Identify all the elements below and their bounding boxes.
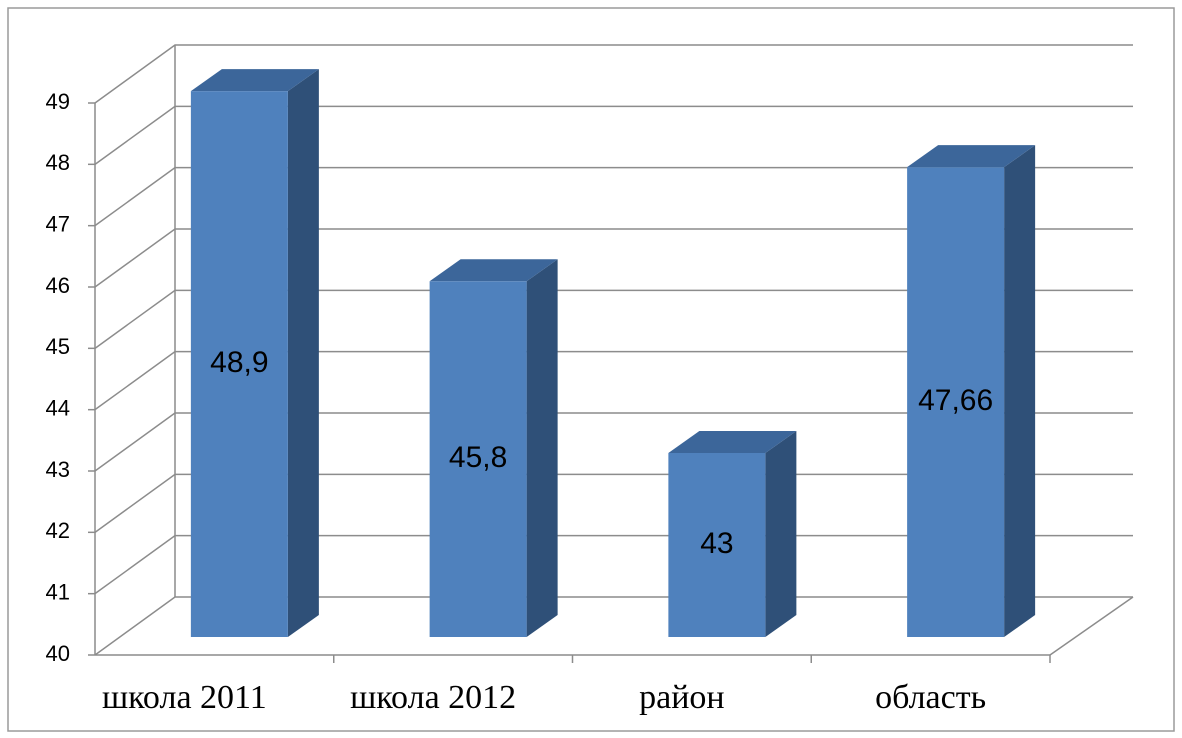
x-tick-label: район bbox=[639, 679, 724, 716]
bar-front bbox=[907, 167, 1005, 638]
y-tick-label: 46 bbox=[46, 273, 70, 298]
y-tick-label: 47 bbox=[46, 211, 70, 236]
data-label: 45,8 bbox=[449, 441, 507, 474]
grid-line bbox=[94, 534, 1133, 595]
y-tick-label: 40 bbox=[46, 641, 70, 666]
y-tick-label: 49 bbox=[46, 89, 70, 114]
bar-side bbox=[287, 69, 319, 638]
bar bbox=[907, 145, 1036, 638]
bar-front bbox=[668, 453, 766, 637]
bar-side bbox=[526, 259, 558, 637]
grid-line bbox=[94, 228, 1133, 288]
bar-side bbox=[1004, 145, 1036, 638]
x-tick-label: область bbox=[875, 679, 986, 716]
data-label: 48,9 bbox=[210, 346, 268, 379]
grid-line bbox=[94, 105, 1133, 165]
bar-top bbox=[668, 431, 797, 453]
bar-front bbox=[429, 281, 527, 637]
grid-line bbox=[94, 166, 1133, 227]
grid-line bbox=[94, 350, 1133, 411]
data-label: 47,66 bbox=[918, 384, 993, 417]
x-tick-label: школа 2012 bbox=[350, 679, 516, 716]
grid-line bbox=[94, 44, 1133, 104]
bar-side bbox=[765, 431, 797, 637]
grid-line bbox=[94, 289, 1133, 349]
y-tick-label: 48 bbox=[46, 150, 70, 175]
x-tick-label: школа 2011 bbox=[102, 679, 267, 716]
data-label: 43 bbox=[700, 527, 733, 560]
grid-line bbox=[94, 473, 1133, 533]
bar-top bbox=[907, 145, 1036, 168]
bar bbox=[668, 431, 797, 637]
y-tick-label: 42 bbox=[46, 518, 70, 543]
y-tick-label: 44 bbox=[46, 395, 70, 420]
floor-right bbox=[1049, 596, 1134, 656]
grid-line bbox=[94, 596, 1133, 656]
bar-top bbox=[190, 69, 319, 92]
bar-front bbox=[190, 91, 288, 638]
grid-line bbox=[94, 412, 1133, 472]
y-tick-label: 43 bbox=[46, 457, 70, 482]
bar-top bbox=[429, 259, 558, 282]
bar bbox=[429, 259, 558, 637]
y-tick-label: 45 bbox=[46, 334, 70, 359]
y-tick-label: 41 bbox=[46, 579, 70, 604]
bar bbox=[190, 69, 319, 638]
